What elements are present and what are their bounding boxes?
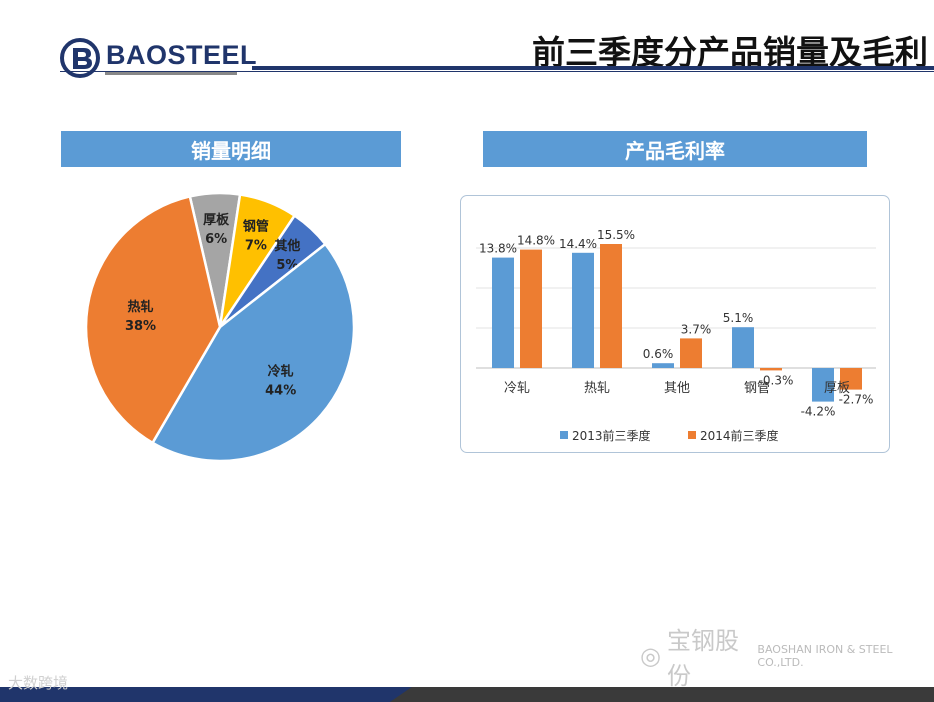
watermark-text: 宝钢股份 (666, 627, 739, 690)
bar-0-1 (520, 249, 542, 368)
pie-slice-0 (150, 242, 356, 463)
footer-bar-dark (390, 687, 934, 702)
legend-swatch-0 (560, 431, 568, 439)
watermark: ◎ 宝钢股份 BAOSHAN IRON & STEEL CO.,LTD. (640, 627, 920, 690)
page-title: 前三季度分产品销量及毛利 (532, 33, 928, 72)
title-underline (252, 66, 934, 70)
bar-label-4-0: -4.2% (801, 405, 836, 419)
bar-3-1 (760, 368, 782, 371)
bar-label-4-1: -2.7% (839, 393, 874, 407)
bar-0-0 (492, 257, 514, 368)
pie-label-2: 厚板 (203, 212, 230, 228)
bar-1-1 (600, 244, 622, 368)
bar-4-1 (840, 368, 862, 390)
bar-label-0-1: 14.8% (517, 234, 555, 248)
category-label-4: 厚板 (824, 381, 850, 396)
margin-header: 产品毛利率 (483, 131, 867, 167)
pie-label-0: 冷轧 (268, 364, 294, 380)
bar-label-1-1: 15.5% (597, 228, 635, 242)
legend-label-0: 2013前三季度 (572, 428, 651, 443)
pie-value-3: 7% (245, 239, 267, 254)
legend-label-1: 2014前三季度 (700, 428, 779, 443)
category-label-2: 其他 (664, 381, 690, 396)
bar-2-1 (680, 338, 702, 368)
category-label-3: 钢管 (744, 381, 770, 396)
category-label-0: 冷轧 (504, 381, 530, 396)
pie-label-4: 其他 (274, 238, 300, 254)
bar-label-0-0: 13.8% (479, 242, 517, 256)
pie-value-0: 44% (265, 384, 296, 399)
bar-1-0 (572, 252, 594, 368)
bar-4-0 (812, 368, 834, 402)
pie-value-2: 6% (205, 232, 227, 247)
pie-label-1: 热轧 (127, 299, 153, 315)
bar-label-2-0: 0.6% (643, 347, 674, 361)
bar-label-2-1: 3.7% (681, 322, 712, 336)
baosteel-logo-icon (60, 38, 237, 78)
corner-watermark: 大数跨境 (8, 674, 69, 692)
brand-name: BAOSTEEL (106, 40, 258, 70)
bar-label-3-1: -0.3% (759, 373, 794, 387)
margin-bar-chart: 13.8%14.8% 冷轧 14.4%15.5% 热轧 0.6% 3.7% 其他 5.1% -0… (476, 228, 876, 443)
wechat-icon: ◎ (640, 642, 661, 670)
pie-slice-1 (84, 194, 222, 445)
pie-value-1: 38% (125, 319, 156, 334)
bar-2-0 (652, 363, 674, 368)
category-label-1: 热轧 (584, 381, 610, 396)
sales-detail-header: 销量明细 (61, 131, 401, 167)
watermark-sub: BAOSHAN IRON & STEEL CO.,LTD. (757, 643, 893, 669)
bar-3-0 (732, 327, 754, 368)
bar-label-3-0: 5.1% (723, 311, 754, 325)
title-underline-thin (60, 71, 934, 72)
legend-swatch-1 (688, 431, 696, 439)
pie-label-3: 钢管 (243, 219, 269, 235)
bar-label-1-0: 14.4% (559, 237, 597, 251)
